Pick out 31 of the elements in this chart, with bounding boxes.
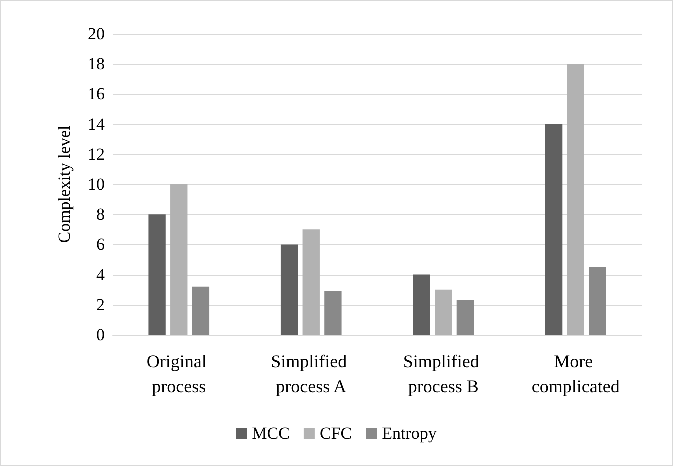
- y-tick-label: 2: [96, 295, 105, 314]
- x-tick-label: Original process: [146, 352, 212, 396]
- y-tick-label: 4: [96, 265, 106, 284]
- y-tick-label: 12: [88, 144, 105, 164]
- y-tick-label: 0: [96, 326, 105, 344]
- legend-label: CFC: [320, 424, 352, 443]
- y-tick-label: 20: [88, 24, 105, 44]
- y-tick-label: 8: [96, 205, 105, 224]
- bar: [148, 214, 166, 335]
- x-tick-label: Simplified process B: [403, 352, 484, 396]
- bar: [192, 286, 210, 335]
- y-tick-label: 18: [88, 54, 105, 74]
- y-tick-label: 14: [88, 114, 106, 134]
- bar: [456, 300, 474, 335]
- x-tick-label: More complicated: [532, 352, 620, 396]
- x-tick-label: Simplified process A: [271, 352, 352, 396]
- y-tick-label: 10: [88, 175, 105, 194]
- bar: [170, 184, 188, 335]
- legend-label: MCC: [252, 424, 290, 443]
- bar: [413, 274, 430, 335]
- y-axis-title: Complexity level: [55, 125, 74, 244]
- bar: [545, 124, 563, 335]
- bar: [567, 64, 584, 335]
- bar: [589, 267, 606, 335]
- legend-label: Entropy: [382, 424, 438, 443]
- y-tick-label: 6: [96, 235, 105, 254]
- bar: [302, 230, 320, 335]
- bar: [324, 291, 342, 335]
- bar: [435, 290, 452, 335]
- y-tick-label: 16: [88, 84, 105, 104]
- bar: [280, 244, 298, 335]
